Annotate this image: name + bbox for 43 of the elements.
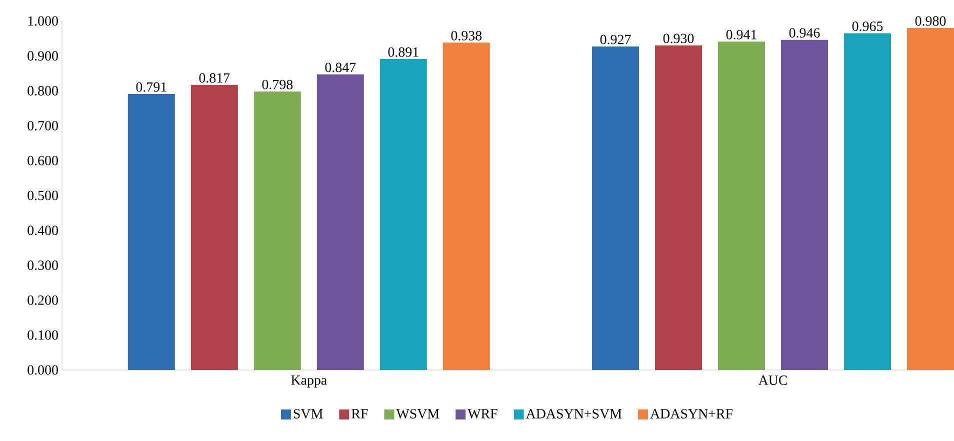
data-label: 0.938 — [451, 30, 482, 40]
bar — [128, 94, 175, 370]
bar — [380, 59, 427, 370]
bar — [655, 45, 702, 370]
bar — [254, 91, 301, 370]
bar — [316, 74, 364, 370]
y-tick-label: 0.200 — [28, 295, 58, 305]
y-tick-label: 0.400 — [28, 226, 58, 236]
data-label: 0.930 — [663, 34, 694, 44]
data-label: 0.980 — [915, 16, 946, 26]
y-tick-label: 0.000 — [28, 365, 58, 375]
bar — [781, 40, 828, 370]
legend-label: ADASYN+SVM — [526, 409, 622, 419]
bar — [442, 42, 490, 370]
bar — [844, 33, 892, 370]
bar — [592, 46, 640, 370]
data-label: 0.798 — [262, 80, 293, 90]
data-label: 0.941 — [726, 30, 756, 40]
data-label: 0.847 — [325, 62, 356, 72]
y-tick-label: 0.600 — [28, 156, 58, 166]
y-tick-label: 0.800 — [28, 86, 58, 96]
legend-label: WSVM — [396, 409, 440, 419]
legend-label: SVM — [294, 409, 323, 419]
data-label: 0.927 — [600, 34, 631, 44]
x-tick-label: Kappa — [291, 376, 327, 388]
data-label: 0.791 — [136, 82, 166, 92]
y-tick-label: 0.900 — [28, 51, 58, 61]
data-label: 0.965 — [852, 22, 883, 32]
y-tick-label: 1.000 — [28, 16, 58, 26]
x-tick-label: AUC — [758, 376, 787, 385]
data-label: 0.817 — [199, 73, 230, 83]
legend-label: RF — [352, 409, 368, 418]
legend-label: ADASYN+RF — [650, 409, 733, 418]
y-tick-label: 0.100 — [28, 330, 58, 340]
bar — [718, 42, 766, 370]
y-tick-label: 0.300 — [28, 260, 58, 270]
bar — [907, 28, 954, 370]
bar — [190, 84, 238, 370]
legend-label: WRF — [468, 409, 498, 418]
y-tick-label: 0.700 — [28, 120, 58, 130]
data-label: 0.946 — [789, 28, 820, 38]
data-label: 0.891 — [388, 47, 418, 57]
y-tick-label: 0.500 — [28, 190, 58, 200]
